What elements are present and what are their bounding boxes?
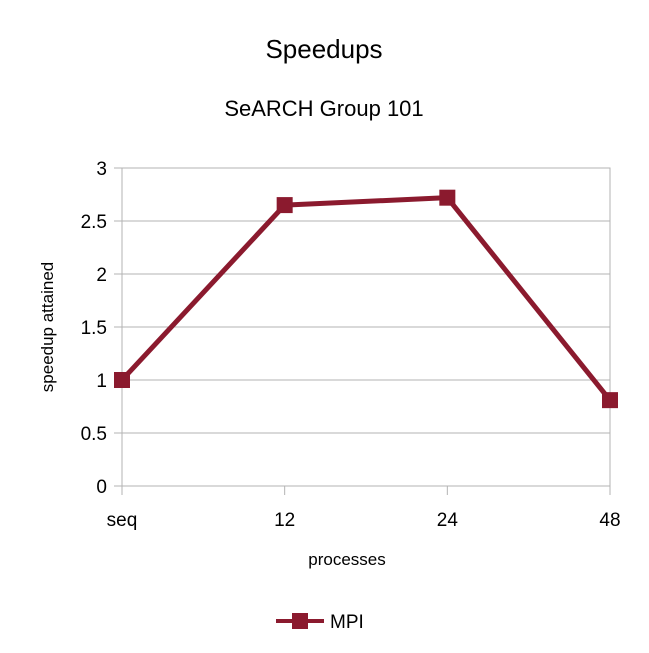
- x-axis-ticks: seq 12 24 48: [107, 486, 621, 531]
- x-tick-label: seq: [107, 510, 138, 531]
- legend: MPI: [276, 612, 364, 633]
- y-axis-ticks: 0 0.5 1 1.5 2 2.5 3: [81, 159, 122, 498]
- x-tick-label: 24: [437, 510, 459, 531]
- y-tick-label: 1.5: [81, 318, 107, 339]
- series-line-mpi: [120, 195, 612, 402]
- data-point: [114, 372, 130, 388]
- chart-title: Speedups: [265, 34, 382, 64]
- y-axis-label: speedup attained: [38, 262, 57, 392]
- y-tick-label: 0.5: [81, 424, 107, 445]
- y-tick-label: 0: [96, 477, 107, 498]
- chart-subtitle: SeARCH Group 101: [224, 96, 423, 121]
- gridlines: [122, 220, 610, 434]
- y-tick-label: 2: [96, 265, 107, 286]
- legend-marker: [292, 613, 308, 629]
- data-point: [602, 392, 618, 409]
- y-tick-label: 2.5: [81, 212, 107, 233]
- data-point: [276, 197, 293, 214]
- y-tick-label: 3: [96, 159, 107, 180]
- data-point: [439, 189, 456, 206]
- x-axis-label: processes: [308, 550, 385, 569]
- series-layer: [114, 189, 618, 409]
- x-tick-label: 12: [274, 510, 295, 531]
- x-tick-label: 48: [599, 510, 620, 531]
- y-tick-label: 1: [96, 371, 107, 392]
- legend-label-mpi: MPI: [330, 612, 364, 633]
